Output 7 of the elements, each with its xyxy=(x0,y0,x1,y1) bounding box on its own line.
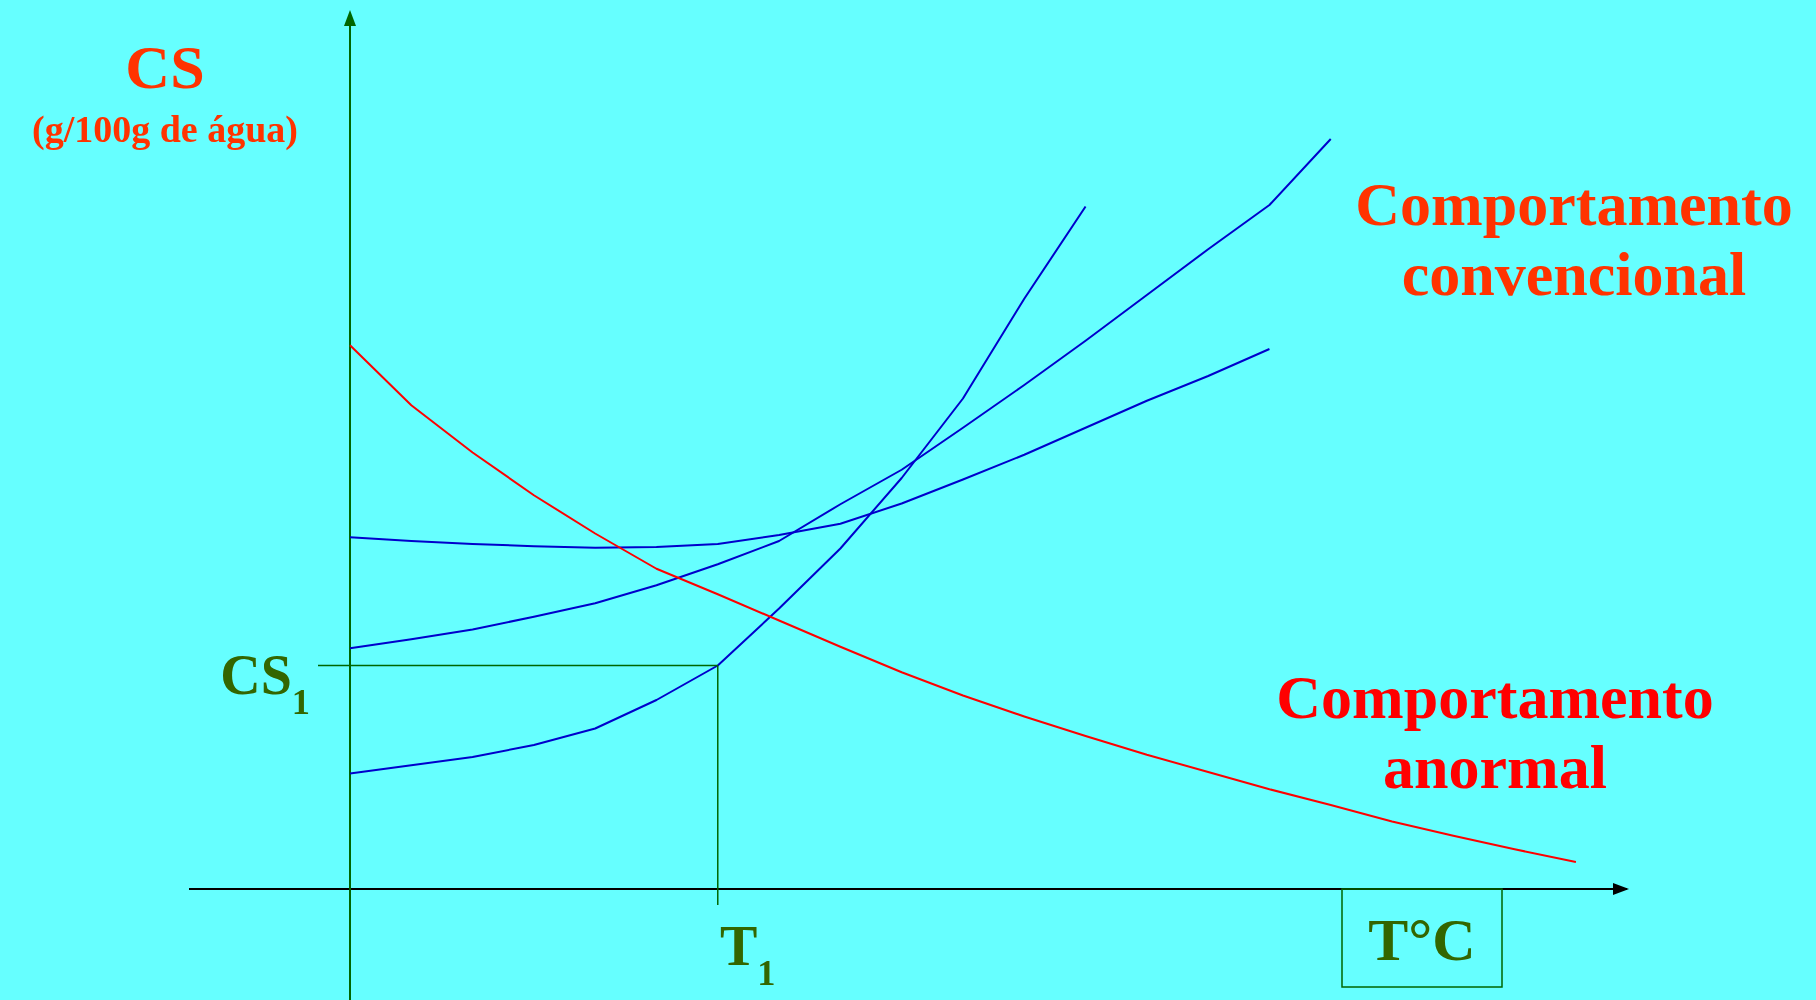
text: T$_{1}$ xyxy=(719,915,776,993)
y-axis-title: CS xyxy=(125,33,205,101)
text: (g/100g de água) xyxy=(32,108,298,151)
x-axis-title: T°C xyxy=(1368,907,1476,973)
annotation: Comportamento anormal xyxy=(1276,663,1714,801)
text: CS$_{1}$ xyxy=(220,643,310,722)
annotation: Comportamento convencional xyxy=(1355,170,1793,308)
